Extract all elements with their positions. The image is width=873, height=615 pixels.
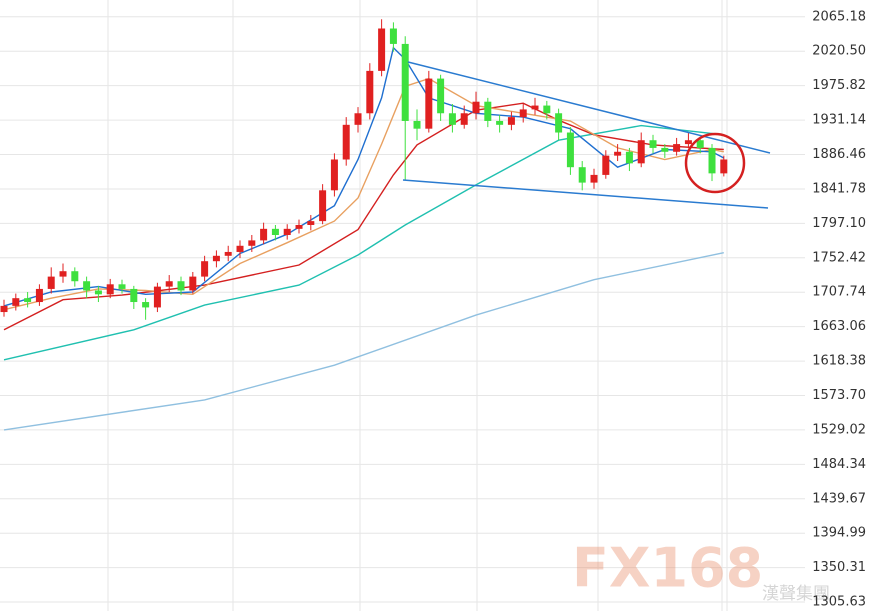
candle-body [602,155,610,175]
watermark-logo: FX168 [572,537,763,600]
candle-body [484,101,492,121]
y-tick-label: 1931.14 [812,113,866,128]
y-tick-label: 1350.31 [812,560,866,575]
candle-body [0,305,8,313]
candle-body [437,78,445,114]
candle-body [531,105,539,110]
candle-body [165,281,173,287]
candle-body [614,151,622,156]
candle-body [130,288,138,303]
candle-body [519,109,527,118]
candle-body [555,113,563,133]
candle-body [720,159,728,174]
moving-average-line [3,124,724,361]
candle-body [578,167,586,183]
candle-body [94,290,102,295]
candle-body [448,113,456,125]
trend-line [407,61,771,154]
candle-body [496,120,504,125]
candle-body [106,284,114,295]
y-tick-label: 1484.34 [812,457,866,472]
candle-body [649,140,657,148]
candle-body [684,140,692,145]
candle-body [543,105,551,114]
vertical-grid [0,0,805,611]
candle-body [118,284,126,289]
y-tick-label: 1752.42 [812,250,866,265]
candle-body [59,271,67,277]
y-tick-label: 1529.02 [812,422,866,437]
candle-body [142,302,150,308]
candle-body [271,228,279,235]
candle-body [260,228,268,241]
candle-body [566,132,574,168]
y-tick-label: 1841.78 [812,181,866,196]
moving-average-line [3,252,724,431]
candle-body [354,113,362,125]
candle-body [625,151,633,164]
candle-body [389,28,397,44]
candle-body [637,140,645,164]
candle-body [425,78,433,129]
candle-body [248,240,256,246]
candle-body [401,43,409,121]
candle-body [35,288,43,303]
watermark: FX168 漢聲集團 [572,537,830,604]
y-tick-label: 1707.74 [812,285,866,300]
candle-body [153,286,161,308]
candle-body [696,140,704,148]
candle-body [472,101,480,114]
candle-body [366,70,374,114]
moving-average-line [3,46,725,307]
candle-body [378,28,386,71]
candle-body [24,298,32,303]
watermark-text: 漢聲集團 [762,584,830,604]
y-tick-label: 1886.46 [812,147,866,162]
y-tick-label: 2065.18 [812,9,866,24]
candle-body [295,224,303,229]
candle-body [661,147,669,152]
candle-body [342,124,350,160]
candle-body [283,228,291,235]
candle-body [212,255,220,262]
trend-line [402,179,769,209]
candle-body [71,271,79,282]
y-tick-label: 1797.10 [812,216,866,231]
highlight-circle [684,132,746,194]
annotations [402,61,771,209]
candle-body [47,276,55,289]
candle-body [708,147,716,174]
candle-body [189,276,197,291]
candle-body [413,120,421,129]
candle-body [319,190,327,222]
y-tick-label: 1618.38 [812,354,866,369]
candle-body [236,245,244,252]
candle-body [224,251,232,256]
candle-body [83,281,91,291]
y-tick-label: 1663.06 [812,319,866,334]
y-tick-label: 1975.82 [812,78,866,93]
candle-body [507,117,515,125]
candle-body [330,159,338,191]
plot [0,19,728,431]
y-tick-label: 1573.70 [812,388,866,403]
y-tick-label: 1394.99 [812,526,866,541]
candle-body [177,281,185,291]
candle-body [201,261,209,277]
y-tick-label: 1439.67 [812,491,866,506]
y-tick-label: 1305.63 [812,595,866,610]
candle-body [673,144,681,152]
candle-body [307,221,315,225]
candle-body [460,113,468,125]
y-tick-label: 2020.50 [812,44,866,59]
candle-body [12,298,20,306]
candle-body [590,174,598,183]
